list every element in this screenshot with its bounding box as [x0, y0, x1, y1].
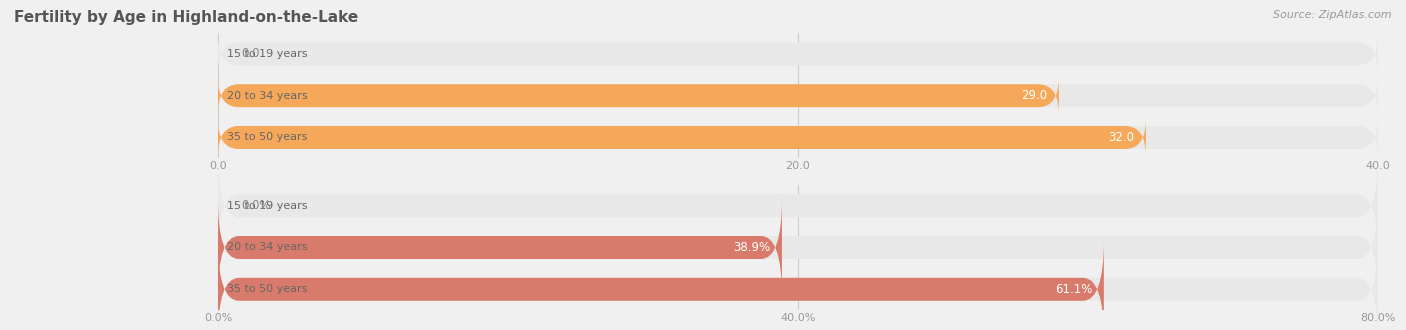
Text: 61.1%: 61.1%	[1054, 283, 1092, 296]
Text: Source: ZipAtlas.com: Source: ZipAtlas.com	[1274, 10, 1392, 20]
FancyBboxPatch shape	[218, 35, 1378, 73]
FancyBboxPatch shape	[218, 199, 782, 296]
Text: 0.0%: 0.0%	[242, 199, 271, 212]
Text: 20 to 34 years: 20 to 34 years	[228, 91, 308, 101]
Text: 0.0: 0.0	[242, 48, 260, 60]
Text: 15 to 19 years: 15 to 19 years	[228, 201, 308, 211]
FancyBboxPatch shape	[218, 157, 1378, 254]
FancyBboxPatch shape	[218, 119, 1378, 156]
Text: 20 to 34 years: 20 to 34 years	[228, 243, 308, 252]
FancyBboxPatch shape	[218, 199, 1378, 296]
FancyBboxPatch shape	[218, 119, 1146, 156]
FancyBboxPatch shape	[218, 77, 1378, 114]
Text: 32.0: 32.0	[1108, 131, 1135, 144]
FancyBboxPatch shape	[218, 77, 1059, 114]
Text: 38.9%: 38.9%	[734, 241, 770, 254]
Text: 35 to 50 years: 35 to 50 years	[228, 284, 308, 294]
FancyBboxPatch shape	[218, 241, 1104, 330]
Text: 15 to 19 years: 15 to 19 years	[228, 49, 308, 59]
Text: 29.0: 29.0	[1021, 89, 1047, 102]
Text: Fertility by Age in Highland-on-the-Lake: Fertility by Age in Highland-on-the-Lake	[14, 10, 359, 25]
FancyBboxPatch shape	[218, 241, 1378, 330]
Text: 35 to 50 years: 35 to 50 years	[228, 133, 308, 143]
